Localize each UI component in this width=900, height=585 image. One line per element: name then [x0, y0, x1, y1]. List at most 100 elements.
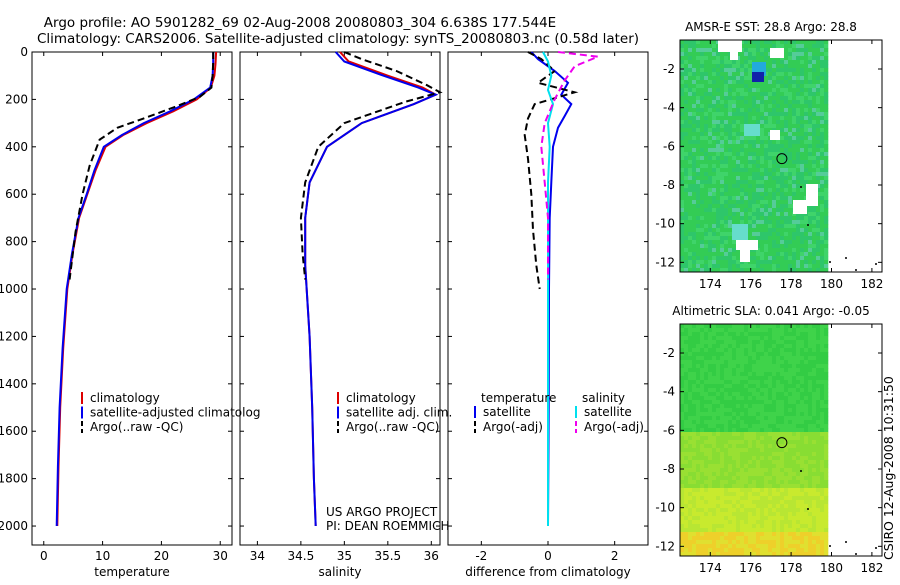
map-cell — [684, 240, 689, 245]
map-cell — [720, 392, 725, 397]
map-cell — [708, 428, 713, 433]
map-cell — [780, 336, 785, 341]
map-cell — [716, 172, 721, 177]
map-cell — [748, 60, 753, 65]
map-cell — [820, 268, 825, 273]
map-cell — [700, 108, 705, 113]
map-cell — [780, 112, 785, 117]
map-cell — [748, 112, 753, 117]
map-cell — [788, 184, 793, 189]
map-cell — [772, 340, 777, 345]
map-cell — [680, 388, 685, 393]
map-cell — [764, 104, 769, 109]
map-cell — [684, 156, 689, 161]
map-cell — [744, 164, 749, 169]
map-cell — [700, 372, 705, 377]
map-cell — [788, 324, 793, 329]
map-cell — [704, 200, 709, 205]
map-cell — [808, 332, 813, 337]
map-cell — [772, 188, 777, 193]
map-cell — [732, 388, 737, 393]
map-cell — [760, 40, 765, 45]
map-cell — [804, 228, 809, 233]
map-cell — [808, 468, 813, 473]
y-tick-label: 2000 — [0, 519, 28, 533]
map-cell — [808, 348, 813, 353]
map-cell — [732, 96, 737, 101]
map-cell — [824, 180, 829, 185]
map-cell — [696, 428, 701, 433]
map-cell — [736, 104, 741, 109]
map-cell — [816, 224, 821, 229]
map-cell — [780, 492, 785, 497]
map-cell — [776, 528, 781, 533]
map-cell — [812, 480, 817, 485]
map-cell — [684, 80, 689, 85]
map-cell — [760, 240, 765, 245]
map-cell — [708, 524, 713, 529]
map-cell — [688, 84, 693, 89]
map-cell — [768, 504, 773, 509]
map-cell — [744, 104, 749, 109]
map-cell — [756, 180, 761, 185]
map-cell — [796, 96, 801, 101]
map-cell — [784, 72, 789, 77]
map-cell — [760, 472, 765, 477]
map-cell — [712, 420, 717, 425]
map-cell — [732, 544, 737, 549]
map-cell — [708, 336, 713, 341]
map-cell — [820, 396, 825, 401]
map-cell — [692, 476, 697, 481]
map-cell — [728, 164, 733, 169]
map-cell — [720, 148, 725, 153]
map-cell — [748, 180, 753, 185]
map-cell — [708, 128, 713, 133]
map-cell — [744, 328, 749, 333]
map-cell — [684, 160, 689, 165]
map-cell — [720, 256, 725, 261]
map-cell — [780, 224, 785, 229]
map-cell — [792, 212, 797, 217]
map-cell — [696, 488, 701, 493]
map-cell — [760, 352, 765, 357]
map-cell — [824, 60, 829, 65]
map-cell — [800, 516, 805, 521]
map-cell — [732, 396, 737, 401]
map-cell — [768, 328, 773, 333]
map-cell — [680, 192, 685, 197]
map-cell — [800, 396, 805, 401]
map-cell — [716, 252, 721, 257]
map-cell — [812, 516, 817, 521]
map-cell — [756, 200, 761, 205]
map-cell — [680, 244, 685, 249]
map-cell — [788, 380, 793, 385]
map-cell — [816, 236, 821, 241]
map-cell — [736, 544, 741, 549]
map-cell — [784, 352, 789, 357]
map-cell — [716, 368, 721, 373]
map-cell — [824, 504, 829, 509]
map-cell — [824, 428, 829, 433]
map-cell — [756, 440, 761, 445]
map-cell — [728, 136, 733, 141]
map-cell — [760, 516, 765, 521]
map-cell — [704, 452, 709, 457]
map-cell — [696, 48, 701, 53]
map-cell — [796, 404, 801, 409]
map-cell — [764, 392, 769, 397]
map-cell — [720, 368, 725, 373]
map-cell — [704, 244, 709, 249]
map-cell — [748, 384, 753, 389]
map-cell — [740, 500, 745, 505]
map-cell — [808, 180, 813, 185]
map-cell — [784, 188, 789, 193]
map-cell — [740, 440, 745, 445]
map-cell — [740, 544, 745, 549]
map-cell — [736, 128, 741, 133]
map-cell — [760, 108, 765, 113]
map-cell — [780, 60, 785, 65]
map-cell — [792, 416, 797, 421]
map-cell — [784, 240, 789, 245]
map-cell — [792, 220, 797, 225]
map-cell — [760, 256, 765, 261]
